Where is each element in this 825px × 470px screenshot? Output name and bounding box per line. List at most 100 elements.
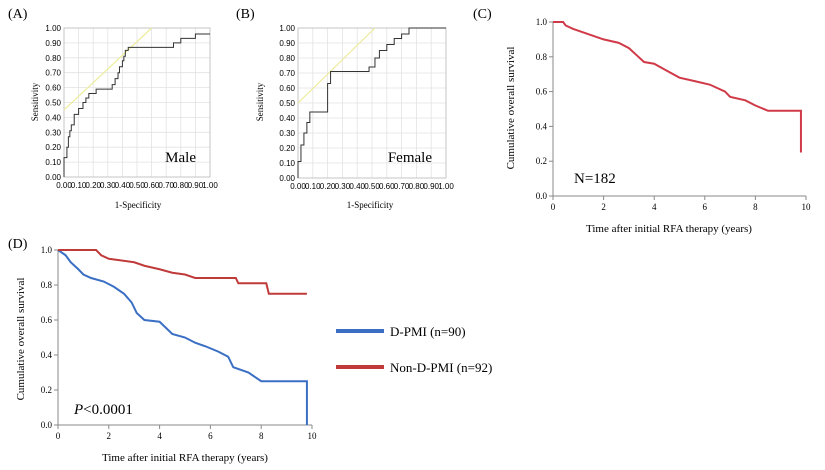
panel-a-reference-line xyxy=(63,27,153,111)
panel-d-annotation-value: <0.0001 xyxy=(83,402,133,418)
panel-b-xlabel: 1-Specificity xyxy=(347,200,394,210)
panel-c-plot: 0 2 4 6 8 10 0.0 0.2 0.4 0.6 0.8 1.0 xyxy=(536,17,811,212)
panel-d-x-tick-label: 0 xyxy=(56,431,61,441)
panel-a-xlabel: 1-Specificity xyxy=(115,200,162,210)
panel-d-annotation: P<0.0001 xyxy=(73,402,133,418)
panel-b-y-tick-label: 0.60 xyxy=(279,84,295,93)
panel-b-x-tick-label: 0.90 xyxy=(423,182,439,191)
panel-b-y-tick-label: 0.20 xyxy=(279,144,295,153)
panel-a-x-tick-label: 1.00 xyxy=(202,181,218,190)
panel-b-x-tick-label: 0.60 xyxy=(379,182,395,191)
panel-d-x-tick-label: 6 xyxy=(208,431,213,441)
panel-b-y-tick-label: 0.00 xyxy=(279,174,295,183)
panel-d-series-non-d-pmi-n-92 xyxy=(58,249,307,295)
panel-a-x-tick-label: 0.80 xyxy=(173,181,189,190)
panel-d-series-d-pmi-n-90 xyxy=(57,249,308,425)
panel-b-x-tick-label: 0.50 xyxy=(364,182,380,191)
panel-a-y-tick-label: 0.00 xyxy=(45,173,61,182)
panel-a: 0.00 0.10 0.20 0.30 0.40 0.50 0.60 0.70 0.80 0.90… xyxy=(8,7,218,210)
panel-d-x-tick-label: 8 xyxy=(259,431,264,441)
panel-a-x-tick-label: 0.10 xyxy=(71,181,87,190)
panel-b-reference-line xyxy=(297,27,376,104)
panel-c-ylabel: Cumulative overall survival xyxy=(505,47,517,170)
panel-c-x-tick-label: 8 xyxy=(753,202,758,212)
legend-label-d-pmi: D-PMI (n=90) xyxy=(390,324,466,339)
panel-b-x-tick-label: 0.30 xyxy=(335,182,351,191)
panel-a-y-tick-label: 0.60 xyxy=(45,84,61,93)
panel-a-y-tick-label: 0.20 xyxy=(45,143,61,152)
panel-b-y-tick-label: 0.90 xyxy=(279,39,295,48)
panel-c-x-tick-label: 0 xyxy=(551,202,556,212)
panel-d-x-tick-label: 2 xyxy=(107,431,112,441)
panel-a-label: (A) xyxy=(8,7,28,22)
panel-b-x-tick-label: 0.80 xyxy=(409,182,425,191)
panel-b-y-tick-label: 0.50 xyxy=(279,99,295,108)
panel-d: 0 2 4 6 8 10 0.0 0.2 0.4 0.6 0.8 1.0 (D) Cumulative… xyxy=(8,237,492,464)
panel-a-y-tick-label: 1.00 xyxy=(45,24,61,33)
panel-a-x-tick-label: 0.20 xyxy=(85,181,101,190)
panel-b-x-tick-label: 0.10 xyxy=(305,182,321,191)
panel-c-y-tick-label: 0.8 xyxy=(536,52,548,62)
panel-b-x-tick-label: 0.00 xyxy=(290,182,306,191)
panel-a-x-tick-label: 0.40 xyxy=(115,181,131,190)
panel-c-x-tick-label: 4 xyxy=(652,202,657,212)
panel-b-y-tick-label: 0.80 xyxy=(279,54,295,63)
panel-b-label: (B) xyxy=(236,7,255,22)
panel-d-y-tick-label: 0.4 xyxy=(41,350,53,360)
panel-c-x-tick-label: 2 xyxy=(601,202,606,212)
panel-a-ylabel: Sensitivity xyxy=(30,82,40,121)
panel-c-annotation: N=182 xyxy=(574,171,616,187)
panel-c: 0 2 4 6 8 10 0.0 0.2 0.4 0.6 0.8 1.0 (C) Cumulative… xyxy=(473,7,811,235)
panel-b-x-tick-label: 1.00 xyxy=(438,182,454,191)
panel-c-x-tick-label: 10 xyxy=(802,202,812,212)
panel-d-plot: 0 2 4 6 8 10 0.0 0.2 0.4 0.6 0.8 1.0 xyxy=(41,245,317,441)
panel-d-y-tick-label: 0.8 xyxy=(41,280,53,290)
panel-a-y-tick-label: 0.80 xyxy=(45,54,61,63)
panel-a-y-tick-label: 0.90 xyxy=(45,39,61,48)
panel-c-y-tick-label: 0.4 xyxy=(536,121,548,131)
panel-b-y-tick-label: 0.40 xyxy=(279,114,295,123)
panel-a-y-tick-label: 0.50 xyxy=(45,99,61,108)
panel-a-x-tick-label: 0.00 xyxy=(56,181,72,190)
panel-d-label: (D) xyxy=(8,237,28,252)
panel-d-ylabel: Cumulative overall survival xyxy=(15,278,27,401)
panel-d-x-tick-label: 10 xyxy=(308,431,318,441)
panel-c-label: (C) xyxy=(473,7,492,22)
panel-d-xlabel: Time after initial RFA therapy (years) xyxy=(102,452,268,464)
panel-a-y-tick-label: 0.30 xyxy=(45,128,61,137)
panel-c-y-tick-label: 0.2 xyxy=(536,156,547,166)
panel-b-x-tick-label: 0.70 xyxy=(394,182,410,191)
panel-a-x-tick-label: 0.70 xyxy=(158,181,174,190)
panel-d-y-tick-label: 0.6 xyxy=(41,315,53,325)
panel-b-y-tick-label: 0.10 xyxy=(279,159,295,168)
panel-c-y-tick-label: 1.0 xyxy=(536,17,548,27)
panel-a-series-roc xyxy=(63,33,210,177)
panel-a-x-tick-label: 0.90 xyxy=(188,181,204,190)
panel-a-y-tick-label: 0.70 xyxy=(45,69,61,78)
panel-a-plot: 0.00 0.10 0.20 0.30 0.40 0.50 0.60 0.70 0.80 0.90… xyxy=(45,24,218,190)
panel-c-y-tick-label: 0.0 xyxy=(536,191,548,201)
panel-d-annotation-p: P xyxy=(73,402,83,418)
panel-b-ylabel: Sensitivity xyxy=(255,82,265,121)
panel-b-annotation: Female xyxy=(388,150,432,166)
panel-b: 0.00 0.10 0.20 0.30 0.40 0.50 0.60 0.70 0.80 0.90… xyxy=(236,7,454,210)
panel-d-x-tick-label: 4 xyxy=(157,431,162,441)
panel-b-y-tick-label: 0.70 xyxy=(279,69,295,78)
panel-a-y-tick-label: 0.40 xyxy=(45,113,61,122)
panel-c-y-tick-label: 0.6 xyxy=(536,87,548,97)
panel-a-annotation: Male xyxy=(165,150,196,166)
panel-b-y-tick-label: 0.30 xyxy=(279,129,295,138)
panel-c-series-overall xyxy=(553,21,802,153)
panel-d-y-tick-label: 0.2 xyxy=(41,385,52,395)
legend-label-non-d-pmi: Non-D-PMI (n=92) xyxy=(390,360,492,375)
panel-a-frame xyxy=(63,27,211,178)
panel-c-xlabel: Time after initial RFA therapy (years) xyxy=(586,223,752,235)
panel-a-y-tick-label: 0.10 xyxy=(45,158,61,167)
panel-b-y-tick-label: 1.00 xyxy=(279,24,295,33)
panel-b-x-tick-label: 0.20 xyxy=(320,182,336,191)
panel-b-series-roc xyxy=(297,27,446,178)
panel-d-y-tick-label: 0.0 xyxy=(41,420,53,430)
panel-a-x-tick-label: 0.30 xyxy=(100,181,116,190)
panel-a-x-tick-label: 0.50 xyxy=(129,181,145,190)
